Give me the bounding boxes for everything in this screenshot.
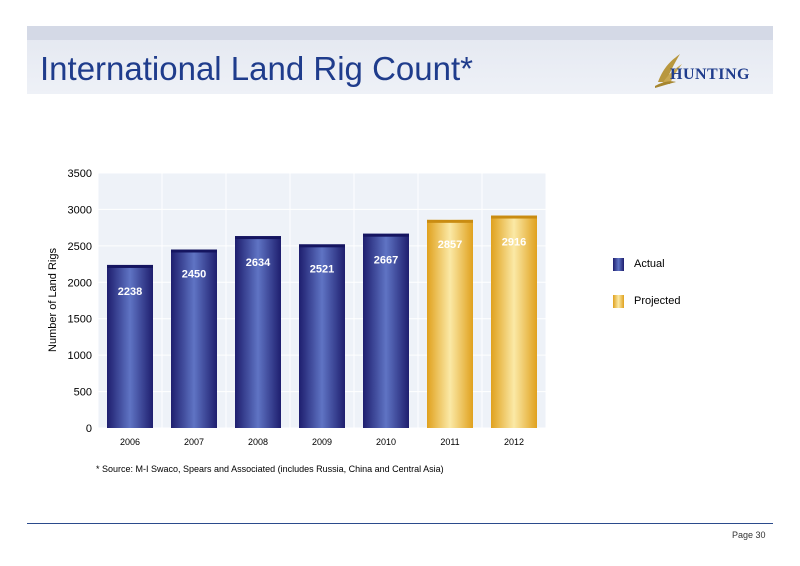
x-tick-label: 2007 — [184, 437, 204, 447]
legend-label-projected: Projected — [634, 295, 681, 307]
page-number: Page 30 — [732, 530, 766, 540]
x-tick-label: 2012 — [504, 437, 524, 447]
y-tick-label: 500 — [74, 387, 92, 399]
x-tick-label: 2010 — [376, 437, 396, 447]
bar-top-2010 — [363, 233, 409, 237]
legend-label-actual: Actual — [634, 258, 665, 270]
bar-top-2009 — [299, 244, 345, 248]
bar-top-2011 — [427, 219, 473, 223]
legend-swatch-projected — [613, 295, 624, 308]
x-tick-label: 2011 — [440, 437, 459, 447]
bar-2008 — [235, 236, 281, 428]
bar-2006 — [107, 264, 153, 428]
y-tick-label: 2000 — [68, 277, 92, 289]
source-footnote: * Source: M-I Swaco, Spears and Associat… — [96, 464, 444, 474]
page-title: International Land Rig Count* — [40, 50, 473, 87]
x-tick-label: 2008 — [248, 437, 268, 447]
y-tick-label: 2500 — [68, 241, 92, 253]
hunting-logo — [655, 54, 682, 88]
header-top-stripe — [27, 26, 773, 40]
y-tick-label: 3000 — [68, 204, 92, 216]
bar-2007 — [171, 249, 217, 428]
data-label-2007: 2450 — [182, 269, 206, 281]
bar-2012 — [491, 215, 537, 428]
y-tick-label: 1000 — [68, 350, 92, 362]
footer-divider — [27, 523, 773, 524]
bar-2011 — [427, 219, 473, 428]
bar-2010 — [363, 233, 409, 428]
data-label-2010: 2667 — [374, 255, 398, 267]
data-label-2009: 2521 — [310, 263, 334, 275]
x-tick-label: 2006 — [120, 437, 140, 447]
bar-2009 — [299, 244, 345, 428]
data-label-2008: 2634 — [246, 257, 271, 269]
data-label-2006: 2238 — [118, 286, 142, 298]
data-label-2012: 2916 — [502, 237, 526, 249]
bar-top-2012 — [491, 215, 537, 219]
data-label-2011: 2857 — [438, 239, 462, 251]
x-tick-label: 2009 — [312, 437, 332, 447]
logo-text: HUNTING — [670, 66, 750, 83]
bar-top-2006 — [107, 264, 153, 268]
y-axis-label: Number of Land Rigs — [47, 248, 59, 352]
legend-swatch-actual — [613, 258, 624, 271]
y-tick-label: 0 — [86, 423, 92, 435]
y-tick-label: 1500 — [68, 314, 92, 326]
bar-top-2007 — [171, 249, 217, 253]
y-tick-label: 3500 — [68, 168, 92, 180]
bar-top-2008 — [235, 236, 281, 240]
